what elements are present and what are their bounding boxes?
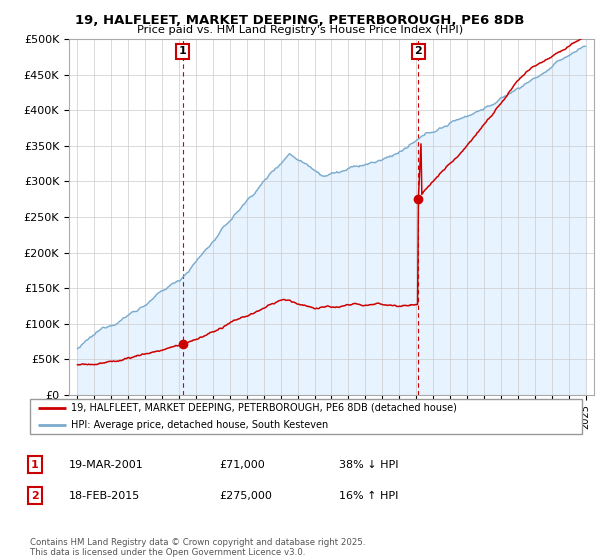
Text: HPI: Average price, detached house, South Kesteven: HPI: Average price, detached house, Sout… (71, 420, 329, 430)
Text: 2: 2 (415, 46, 422, 57)
Text: 2: 2 (31, 491, 38, 501)
Text: £71,000: £71,000 (219, 460, 265, 470)
Text: Price paid vs. HM Land Registry's House Price Index (HPI): Price paid vs. HM Land Registry's House … (137, 25, 463, 35)
Text: 19, HALFLEET, MARKET DEEPING, PETERBOROUGH, PE6 8DB: 19, HALFLEET, MARKET DEEPING, PETERBOROU… (76, 14, 524, 27)
Text: 18-FEB-2015: 18-FEB-2015 (69, 491, 140, 501)
Text: 1: 1 (31, 460, 38, 470)
Text: 16% ↑ HPI: 16% ↑ HPI (339, 491, 398, 501)
Text: 19, HALFLEET, MARKET DEEPING, PETERBOROUGH, PE6 8DB (detached house): 19, HALFLEET, MARKET DEEPING, PETERBOROU… (71, 403, 457, 413)
Text: 1: 1 (179, 46, 187, 57)
Text: 38% ↓ HPI: 38% ↓ HPI (339, 460, 398, 470)
Text: £275,000: £275,000 (219, 491, 272, 501)
Text: 19-MAR-2001: 19-MAR-2001 (69, 460, 144, 470)
Text: Contains HM Land Registry data © Crown copyright and database right 2025.
This d: Contains HM Land Registry data © Crown c… (30, 538, 365, 557)
